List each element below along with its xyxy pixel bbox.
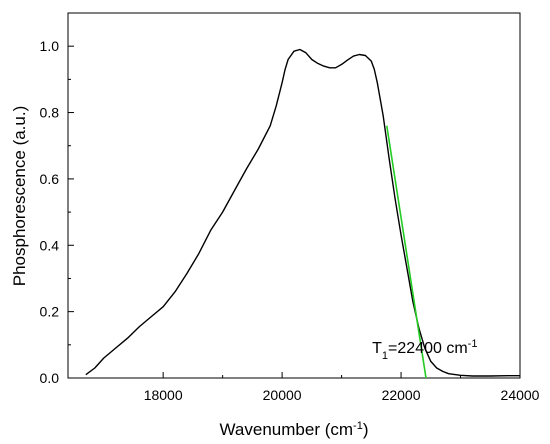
annotation-t1: T1=22400 cm-1	[372, 338, 477, 362]
y-tick-label: 0.0	[40, 370, 60, 386]
y-tick-label: 0.2	[40, 304, 60, 320]
tick-marks	[68, 45, 521, 379]
y-tick-label: 0.4	[40, 237, 60, 253]
annotation-layer: T1=22400 cm-1	[372, 338, 477, 362]
plot-frame	[67, 12, 521, 379]
annotation-t1-sup: -1	[468, 338, 478, 350]
y-axis-label: Phosphorescence (a.u.)	[10, 106, 29, 287]
y-tick-label: 1.0	[40, 38, 60, 54]
series-line-onset-fit	[386, 125, 427, 379]
x-tick-label: 18000	[144, 387, 183, 403]
x-axis-label: Wavenumber (cm-1)	[220, 420, 369, 439]
series-line-phosphorescence	[85, 48, 520, 377]
x-tick-label: 24000	[501, 387, 540, 403]
annotation-t1-main: T	[372, 340, 382, 357]
y-tick-label: 0.6	[40, 171, 60, 187]
x-axis-label-sup: -1	[353, 420, 363, 432]
series-layer	[85, 48, 520, 379]
annotation-t1-rest: =22400 cm	[388, 340, 468, 357]
annotation-t1-sub: 1	[382, 350, 388, 362]
x-axis-label-main: Wavenumber (cm	[220, 420, 354, 439]
x-axis-label-end: )	[363, 420, 369, 439]
tick-labels: 18000 20000 22000 24000 0.0 0.2 0.4 0.6 0.8 1.0	[40, 38, 540, 403]
x-tick-label: 22000	[382, 387, 421, 403]
x-tick-label: 20000	[263, 387, 302, 403]
y-tick-label: 0.8	[40, 105, 60, 121]
